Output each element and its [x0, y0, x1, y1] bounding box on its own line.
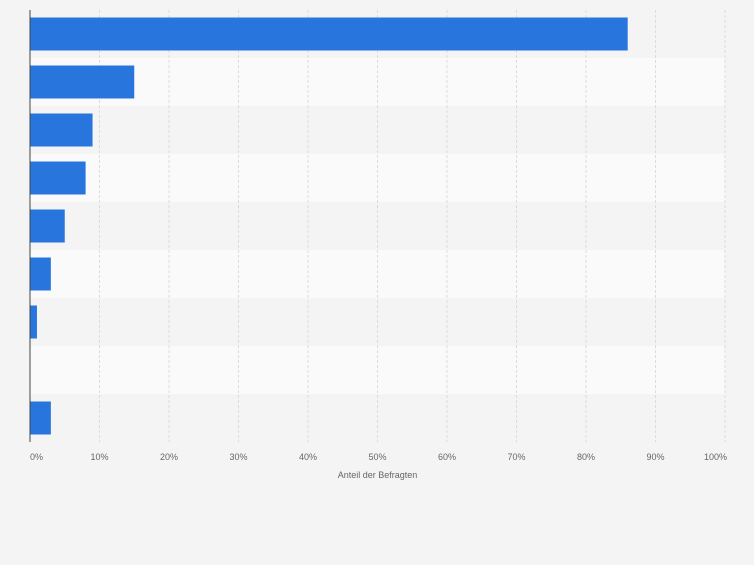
- bar: [30, 401, 51, 435]
- x-tick-labels: 0% 10% 20% 30% 40% 50% 60% 70% 80% 90% 100%: [30, 452, 727, 462]
- x-tick-label: 20%: [160, 452, 178, 462]
- x-axis-title: Anteil der Befragten: [338, 470, 418, 480]
- x-tick-label: 60%: [438, 452, 456, 462]
- x-tick-label: 80%: [577, 452, 595, 462]
- x-tick-label: 30%: [229, 452, 247, 462]
- x-tick-label: 70%: [507, 452, 525, 462]
- x-tick-label: 50%: [368, 452, 386, 462]
- bar: [30, 17, 628, 51]
- bars: [30, 17, 628, 435]
- bar: [30, 209, 65, 243]
- bar: [30, 305, 37, 339]
- bar: [30, 257, 51, 291]
- x-tick-label: 10%: [90, 452, 108, 462]
- x-tick-label: 40%: [299, 452, 317, 462]
- bar: [30, 161, 86, 195]
- x-tick-label: 0%: [30, 452, 43, 462]
- bar: [30, 65, 135, 99]
- grid-lines: [29, 10, 726, 442]
- x-tick-label: 90%: [646, 452, 664, 462]
- x-tick-label: 100%: [704, 452, 727, 462]
- bar: [30, 113, 93, 147]
